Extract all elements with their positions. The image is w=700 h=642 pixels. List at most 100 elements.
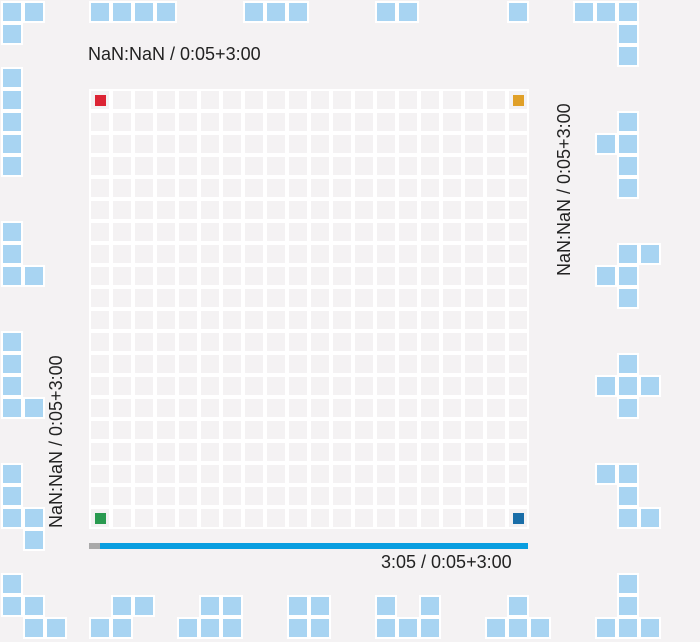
board-cell[interactable] [375, 243, 397, 265]
board-cell[interactable] [419, 155, 441, 177]
board-cell[interactable] [155, 287, 177, 309]
board-cell[interactable] [133, 419, 155, 441]
board-cell[interactable] [221, 375, 243, 397]
board-cell[interactable] [155, 243, 177, 265]
board-cell[interactable] [89, 331, 111, 353]
board-cell[interactable] [111, 221, 133, 243]
board-cell[interactable] [309, 265, 331, 287]
board-cell[interactable] [463, 89, 485, 111]
board-cell[interactable] [155, 485, 177, 507]
board-cell[interactable] [331, 287, 353, 309]
board-cell[interactable] [265, 243, 287, 265]
board-cell[interactable] [287, 441, 309, 463]
board-cell[interactable] [463, 419, 485, 441]
board-cell[interactable] [441, 111, 463, 133]
board-cell[interactable] [463, 441, 485, 463]
board-cell[interactable] [133, 507, 155, 529]
board-cell[interactable] [287, 375, 309, 397]
board-cell[interactable] [309, 463, 331, 485]
board-cell[interactable] [199, 133, 221, 155]
board-cell[interactable] [177, 133, 199, 155]
board-cell[interactable] [375, 287, 397, 309]
board-cell[interactable] [463, 133, 485, 155]
board-cell[interactable] [243, 287, 265, 309]
board-cell[interactable] [375, 375, 397, 397]
board-cell[interactable] [111, 331, 133, 353]
board-cell[interactable] [133, 287, 155, 309]
board-cell[interactable] [155, 199, 177, 221]
board-cell[interactable] [507, 331, 529, 353]
board-cell[interactable] [309, 441, 331, 463]
board-cell[interactable] [507, 199, 529, 221]
board-cell[interactable] [441, 287, 463, 309]
board-cell[interactable] [419, 111, 441, 133]
board-cell[interactable] [441, 441, 463, 463]
board-cell[interactable] [507, 177, 529, 199]
board-cell[interactable] [89, 155, 111, 177]
board-cell[interactable] [309, 331, 331, 353]
board-cell[interactable] [485, 111, 507, 133]
board-cell[interactable] [177, 441, 199, 463]
board-cell[interactable] [353, 133, 375, 155]
board-cell[interactable] [375, 485, 397, 507]
board-cell[interactable] [111, 309, 133, 331]
board-cell[interactable] [441, 419, 463, 441]
board-cell[interactable] [397, 353, 419, 375]
board-cell[interactable] [155, 441, 177, 463]
board-cell[interactable] [89, 463, 111, 485]
board-cell[interactable] [331, 375, 353, 397]
board-cell[interactable] [155, 397, 177, 419]
board-cell[interactable] [507, 309, 529, 331]
board-cell[interactable] [485, 397, 507, 419]
board-cell[interactable] [441, 265, 463, 287]
board-cell[interactable] [419, 89, 441, 111]
board-cell[interactable] [287, 133, 309, 155]
board-cell[interactable] [287, 287, 309, 309]
board-cell[interactable] [353, 463, 375, 485]
board-cell[interactable] [89, 397, 111, 419]
board-cell[interactable] [133, 375, 155, 397]
board-cell[interactable] [89, 441, 111, 463]
board-cell[interactable] [507, 397, 529, 419]
board-cell[interactable] [221, 111, 243, 133]
board-cell[interactable] [177, 111, 199, 133]
board-cell[interactable] [111, 111, 133, 133]
board-cell[interactable] [331, 331, 353, 353]
board-cell[interactable] [419, 485, 441, 507]
board-cell[interactable] [485, 199, 507, 221]
board-cell[interactable] [331, 89, 353, 111]
board-cell[interactable] [199, 375, 221, 397]
board-cell[interactable] [375, 397, 397, 419]
board-cell[interactable] [375, 507, 397, 529]
board-cell[interactable] [507, 221, 529, 243]
board-cell[interactable] [111, 177, 133, 199]
board-cell[interactable] [89, 353, 111, 375]
board-cell[interactable] [309, 375, 331, 397]
board-cell[interactable] [133, 265, 155, 287]
board-cell[interactable] [265, 419, 287, 441]
board-cell[interactable] [331, 397, 353, 419]
board-cell[interactable] [441, 309, 463, 331]
board-cell[interactable] [419, 199, 441, 221]
board-cell[interactable] [133, 177, 155, 199]
board-cell[interactable] [441, 155, 463, 177]
board-cell[interactable] [243, 397, 265, 419]
board-cell[interactable] [419, 243, 441, 265]
board-cell[interactable] [221, 331, 243, 353]
board-cell[interactable] [397, 397, 419, 419]
board-cell[interactable] [89, 375, 111, 397]
board-cell[interactable] [375, 221, 397, 243]
board-cell[interactable] [375, 309, 397, 331]
board-cell[interactable] [133, 309, 155, 331]
board-cell[interactable] [221, 309, 243, 331]
board-cell[interactable] [177, 419, 199, 441]
board-cell[interactable] [309, 243, 331, 265]
board-cell[interactable] [353, 375, 375, 397]
board-cell[interactable] [111, 375, 133, 397]
board-cell[interactable] [397, 243, 419, 265]
board-cell[interactable] [331, 199, 353, 221]
board-cell[interactable] [155, 507, 177, 529]
board-cell[interactable] [243, 353, 265, 375]
board-cell[interactable] [397, 111, 419, 133]
board-cell[interactable] [243, 265, 265, 287]
